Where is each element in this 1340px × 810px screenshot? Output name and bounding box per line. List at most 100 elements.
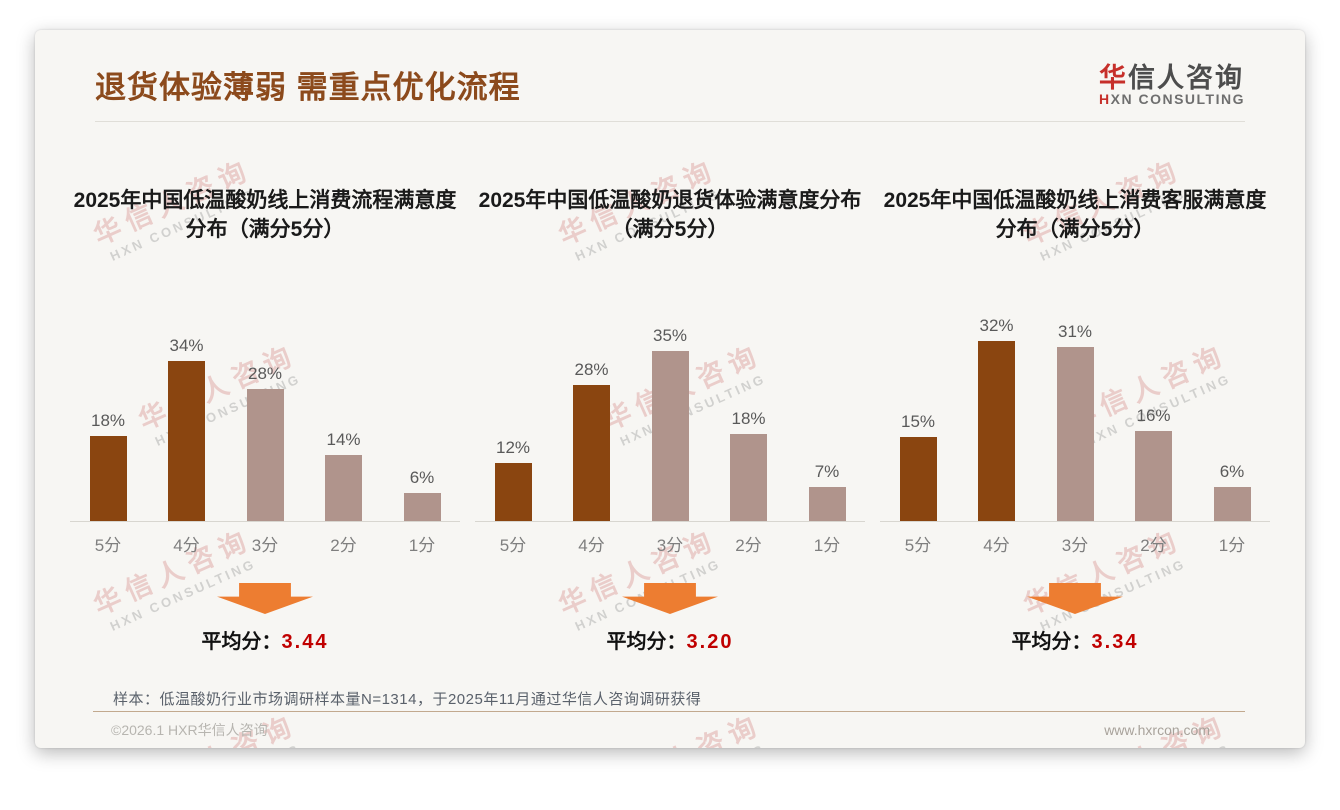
bar-group: 32%: [967, 316, 1027, 521]
bar-group: 28%: [235, 364, 295, 521]
average-value: 3.44: [281, 631, 329, 653]
bar: [573, 385, 610, 521]
bar-group: 35%: [640, 326, 700, 521]
chart-title: 2025年中国低温酸奶退货体验满意度分布（满分5分）: [478, 189, 862, 242]
page-title: 退货体验薄弱 需重点优化流程: [95, 70, 521, 105]
x-axis-tick: 5分: [499, 536, 527, 555]
bar: [168, 361, 205, 521]
bar-group: 31%: [1045, 322, 1105, 521]
bar-value-label: 18%: [731, 409, 766, 428]
bar: [730, 434, 767, 521]
x-axis-tick: 5分: [904, 536, 932, 555]
average-label: 平均分：: [1011, 631, 1092, 653]
bar-group: 14%: [314, 430, 374, 521]
x-axis-tick: 4分: [173, 536, 200, 555]
footer-divider: [93, 711, 1245, 712]
logo-cn-accent: 华: [1099, 62, 1129, 93]
x-axis-tick: 4分: [983, 536, 1010, 555]
chart-title: 2025年中国低温酸奶线上消费客服满意度分布（满分5分）: [883, 189, 1267, 242]
bar-plot: 18% 34% 28% 14% 6%: [70, 276, 460, 522]
x-axis-labels: 5分 4分 3分 2分 1分: [880, 531, 1270, 556]
chart-process-satisfaction: 2025年中国低温酸奶线上消费流程满意度分布（满分5分） 18% 34% 28%…: [65, 158, 465, 654]
average-value: 3.34: [1091, 631, 1139, 653]
bar: [325, 455, 362, 521]
x-axis-tick: 4分: [578, 536, 605, 555]
x-axis-tick: 3分: [656, 536, 684, 555]
down-arrow-icon: [622, 583, 718, 614]
bar-value-label: 15%: [900, 412, 936, 431]
bar-value-label: 32%: [979, 316, 1014, 335]
bar-group: 7%: [797, 462, 857, 521]
bar-group: 16%: [1124, 406, 1184, 521]
average-value: 3.20: [686, 631, 734, 653]
x-axis-tick: 3分: [251, 536, 279, 555]
bar-value-label: 12%: [495, 438, 531, 457]
sample-note: 样本：低温酸奶行业市场调研样本量N=1314，于2025年11月通过华信人咨询调…: [113, 691, 702, 708]
bar-plot: 15% 32% 31% 16% 6%: [880, 276, 1270, 522]
bar-group: 18%: [78, 411, 138, 521]
logo-english-name: HXN CONSULTING: [1099, 92, 1245, 107]
average-score: 平均分：3.34: [1012, 625, 1139, 654]
bar: [89, 436, 127, 521]
bar: [899, 437, 937, 521]
bar-value-label: 6%: [409, 468, 435, 487]
bar-group: 34%: [157, 336, 217, 521]
bar-plot: 12% 28% 35% 18% 7%: [475, 276, 865, 522]
bar-group: 28%: [562, 360, 622, 521]
x-axis-tick: 2分: [330, 536, 357, 555]
slide: 华信人咨询 HXN CONSULTING 华信人咨询 HXN CONSULTING 华信…: [35, 30, 1305, 748]
x-axis-tick: 2分: [1140, 536, 1167, 555]
x-axis-tick: 1分: [408, 536, 436, 555]
down-arrow-icon: [1027, 583, 1123, 614]
copyright-text: ©2026.1 HXR华信人咨询: [111, 722, 268, 738]
bar-group: 12%: [483, 438, 543, 521]
company-logo: 华信人咨询 HXN CONSULTING: [1099, 64, 1245, 107]
bar: [1135, 431, 1172, 521]
average-score: 平均分：3.44: [202, 625, 329, 654]
chart-title: 2025年中国低温酸奶线上消费流程满意度分布（满分5分）: [73, 189, 457, 242]
bar-value-label: 31%: [1057, 322, 1093, 341]
bar-value-label: 6%: [1219, 462, 1245, 481]
logo-cn-rest: 信人咨询: [1128, 62, 1245, 93]
x-axis-tick: 5分: [94, 536, 122, 555]
bar-value-label: 14%: [326, 430, 361, 449]
bar-group: 6%: [1202, 462, 1262, 521]
bar-value-label: 18%: [90, 411, 126, 430]
x-axis-tick: 1分: [813, 536, 841, 555]
bar: [1213, 487, 1251, 521]
x-axis-tick: 1分: [1218, 536, 1246, 555]
bar-group: 15%: [888, 412, 948, 521]
bar: [978, 341, 1015, 521]
bar: [494, 463, 532, 521]
bar: [651, 351, 689, 521]
charts-row: 2025年中国低温酸奶线上消费流程满意度分布（满分5分） 18% 34% 28%…: [65, 158, 1275, 654]
logo-en-accent: H: [1099, 91, 1111, 108]
bar-value-label: 7%: [814, 462, 840, 481]
bar-group: 18%: [719, 409, 779, 521]
chart-return-satisfaction: 2025年中国低温酸奶退货体验满意度分布（满分5分） 12% 28% 35% 1…: [470, 158, 870, 654]
header: 退货体验薄弱 需重点优化流程 华信人咨询 HXN CONSULTING: [95, 60, 1245, 122]
bar: [1056, 347, 1094, 521]
bar-value-label: 28%: [247, 364, 283, 383]
bar: [403, 493, 441, 521]
bar-value-label: 35%: [652, 326, 688, 345]
logo-en-rest: XN CONSULTING: [1110, 91, 1245, 108]
x-axis-tick: 2分: [735, 536, 762, 555]
average-label: 平均分：: [201, 631, 282, 653]
average-score: 平均分：3.20: [607, 625, 734, 654]
bar-value-label: 28%: [574, 360, 609, 379]
logo-chinese-name: 华信人咨询: [1099, 64, 1245, 92]
bar: [246, 389, 284, 521]
bar-group: 6%: [392, 468, 452, 521]
bar-value-label: 16%: [1136, 406, 1171, 425]
chart-service-satisfaction: 2025年中国低温酸奶线上消费客服满意度分布（满分5分） 15% 32% 31%…: [875, 158, 1275, 654]
website-text: www.hxrcon.com: [1104, 722, 1210, 738]
average-label: 平均分：: [606, 631, 687, 653]
x-axis-labels: 5分 4分 3分 2分 1分: [70, 531, 460, 556]
x-axis-labels: 5分 4分 3分 2分 1分: [475, 531, 865, 556]
bar: [808, 487, 846, 521]
down-arrow-icon: [217, 583, 313, 614]
x-axis-tick: 3分: [1061, 536, 1089, 555]
bar-value-label: 34%: [169, 336, 204, 355]
